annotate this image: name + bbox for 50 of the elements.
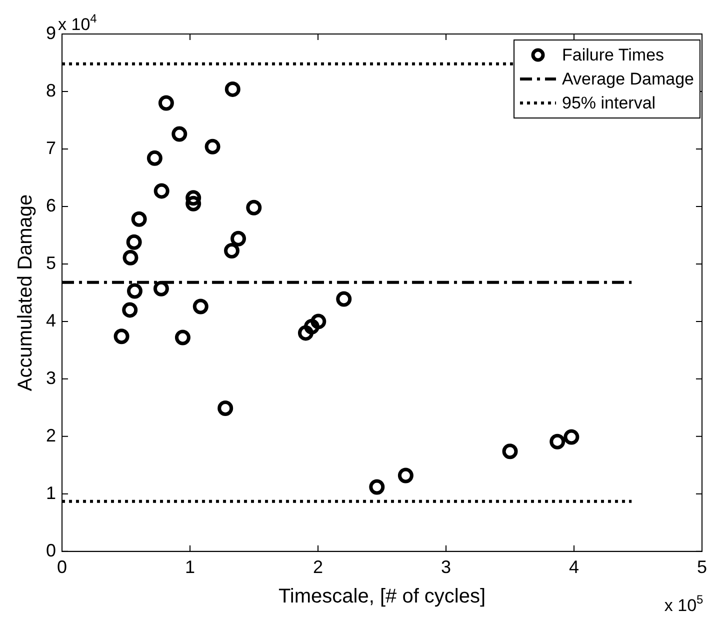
y-tick-label: 7 (46, 138, 56, 158)
x-tick-label: 4 (568, 557, 580, 578)
point (218, 400, 234, 416)
y-tick-label: 5 (46, 252, 56, 273)
point (230, 230, 246, 246)
x-tick-label: 5 (696, 557, 708, 578)
x-tick-label: 1 (185, 557, 196, 578)
x-axis-title: Timescale, [# of cycles] (278, 586, 486, 608)
point (310, 314, 326, 330)
point (246, 200, 262, 216)
point (564, 429, 580, 445)
point (153, 280, 169, 296)
point (502, 444, 518, 460)
y-tick-label: 0 (46, 540, 56, 560)
point (550, 434, 566, 450)
point (154, 183, 170, 199)
point (114, 328, 130, 344)
y-tick-label: 4 (46, 310, 56, 330)
point (298, 325, 314, 341)
point (224, 242, 240, 258)
y-axis-title: Accumulated Damage (14, 194, 37, 392)
point (398, 468, 414, 484)
y-tick-label: 3 (46, 368, 56, 388)
legend-label: Failure Times (562, 46, 664, 65)
point (172, 126, 188, 142)
point (336, 291, 352, 307)
point (131, 211, 147, 227)
x-tick-label: 3 (440, 557, 452, 578)
point (126, 234, 142, 250)
point (126, 283, 142, 299)
point (146, 150, 162, 166)
y-tick-label: 2 (46, 425, 56, 446)
legend-label: Average Damage (562, 70, 694, 89)
x-tick-label: 2 (313, 557, 324, 578)
point (192, 298, 208, 314)
point (122, 250, 138, 266)
point (186, 196, 202, 212)
point (186, 190, 202, 206)
y-tick-label: 8 (46, 80, 56, 100)
point (224, 81, 240, 97)
legend-label: 95% interval (562, 94, 656, 113)
y-tick-label: 9 (46, 22, 56, 43)
point (158, 95, 174, 111)
y-tick-label: 1 (46, 482, 56, 503)
point (304, 318, 320, 334)
point (122, 302, 138, 318)
point (369, 479, 385, 495)
point (204, 138, 220, 154)
y-tick-label: 6 (46, 195, 56, 216)
point (174, 330, 190, 346)
